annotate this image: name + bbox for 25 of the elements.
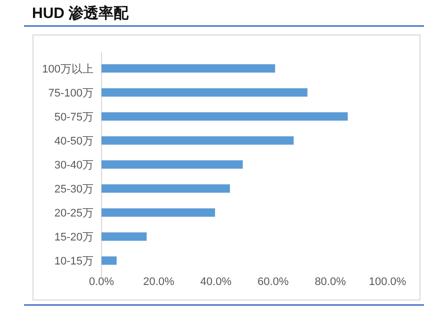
x-tick-label: 40.0% bbox=[200, 276, 232, 288]
bar bbox=[102, 184, 230, 193]
x-tick-label: 20.0% bbox=[143, 276, 175, 288]
x-tick-label: 0.0% bbox=[88, 276, 114, 288]
y-tick-label: 10-15万 bbox=[54, 255, 94, 268]
y-tick-label: 100万以上 bbox=[42, 62, 94, 76]
y-tick-label: 20-25万 bbox=[54, 207, 94, 220]
bar bbox=[102, 256, 117, 265]
x-tick-label: 80.0% bbox=[314, 276, 346, 288]
y-tick-label: 75-100万 bbox=[48, 87, 94, 100]
bar bbox=[102, 160, 243, 169]
y-tick-label: 50-75万 bbox=[54, 111, 94, 124]
y-tick-label: 15-20万 bbox=[54, 231, 94, 244]
y-tick-label: 25-30万 bbox=[54, 183, 94, 196]
y-tick-label: 30-40万 bbox=[54, 159, 94, 172]
y-tick-label: 40-50万 bbox=[54, 135, 94, 148]
bar bbox=[102, 136, 294, 145]
bar bbox=[102, 64, 276, 73]
x-tick-label: 60.0% bbox=[258, 276, 289, 288]
bar bbox=[102, 232, 147, 241]
bar bbox=[102, 112, 348, 121]
bar bbox=[102, 88, 308, 97]
bar bbox=[102, 208, 216, 217]
chart-title: HUD 渗透率配 bbox=[32, 4, 130, 22]
x-tick-label: 100.0% bbox=[368, 276, 406, 288]
